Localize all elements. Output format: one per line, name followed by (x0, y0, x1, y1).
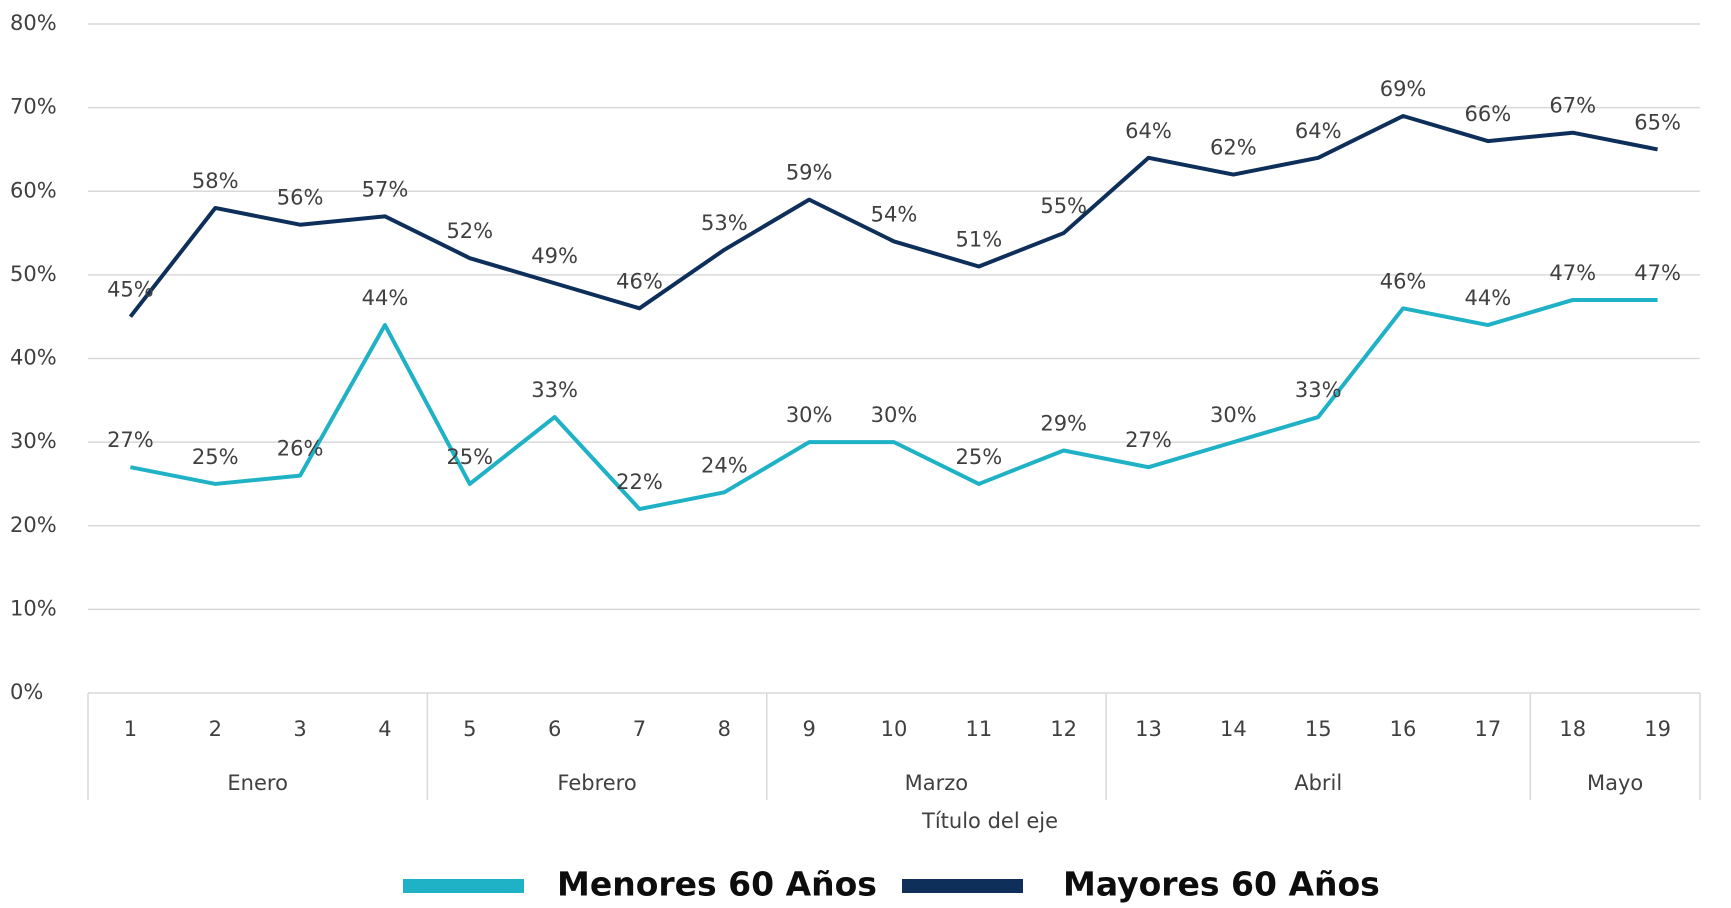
data-label: 33% (531, 378, 578, 402)
data-label: 25% (192, 445, 239, 469)
x-tick-label: 18 (1559, 717, 1586, 741)
series-line (128, 113, 1658, 318)
legend-text: Menores 60 Años (557, 865, 877, 904)
x-tick-label: 15 (1305, 717, 1332, 741)
y-tick-label: 40% (10, 346, 57, 370)
y-tick-label: 10% (10, 596, 57, 620)
legend-text: Mayores 60 Años (1063, 865, 1380, 904)
data-label: 27% (1125, 428, 1172, 452)
data-label: 44% (1465, 286, 1512, 310)
y-tick-label: 60% (10, 178, 57, 202)
y-tick-label: 80% (10, 11, 57, 35)
x-tick-label: 2 (209, 717, 222, 741)
group-label: Abril (1294, 771, 1342, 795)
data-label: 29% (1040, 411, 1087, 435)
x-tick-label: 9 (802, 717, 815, 741)
data-label: 46% (1380, 269, 1427, 293)
y-tick-label: 20% (10, 513, 57, 537)
data-label: 22% (616, 470, 663, 494)
data-label: 46% (616, 269, 663, 293)
x-tick-label: 7 (633, 717, 646, 741)
data-label: 47% (1634, 261, 1681, 285)
series-line (130, 297, 1658, 512)
data-label: 64% (1125, 119, 1172, 143)
x-tick-label: 11 (965, 717, 992, 741)
group-label: Marzo (905, 771, 969, 795)
x-tick-label: 10 (881, 717, 908, 741)
data-label: 65% (1634, 110, 1681, 134)
data-label: 57% (362, 177, 409, 201)
data-label: 66% (1465, 102, 1512, 126)
data-label: 30% (786, 403, 833, 427)
data-label: 64% (1295, 119, 1342, 143)
x-tick-label: 1 (124, 717, 137, 741)
data-label: 62% (1210, 136, 1257, 160)
data-label: 25% (446, 445, 493, 469)
data-label: 58% (192, 169, 239, 193)
data-label: 27% (107, 428, 154, 452)
data-label: 25% (955, 445, 1002, 469)
data-label: 52% (446, 219, 493, 243)
x-axis-title: Título del eje (921, 809, 1058, 833)
x-tick-label: 5 (463, 717, 476, 741)
data-label: 54% (871, 202, 918, 226)
data-label: 51% (955, 228, 1002, 252)
x-tick-label: 17 (1475, 717, 1502, 741)
group-label: Febrero (557, 771, 636, 795)
data-label: 44% (362, 286, 409, 310)
x-tick-label: 19 (1644, 717, 1671, 741)
y-tick-label: 50% (10, 262, 57, 286)
x-tick-label: 8 (718, 717, 731, 741)
data-label: 26% (277, 437, 324, 461)
data-label: 53% (701, 211, 748, 235)
data-label: 33% (1295, 378, 1342, 402)
y-tick-label: 70% (10, 95, 57, 119)
x-tick-label: 4 (378, 717, 391, 741)
x-tick-label: 3 (293, 717, 306, 741)
y-tick-label: 30% (10, 429, 57, 453)
data-label: 67% (1549, 94, 1596, 118)
group-label: Enero (227, 771, 288, 795)
x-tick-label: 12 (1050, 717, 1077, 741)
x-tick-label: 13 (1135, 717, 1162, 741)
data-label: 24% (701, 453, 748, 477)
data-label: 47% (1549, 261, 1596, 285)
y-tick-label: 0% (10, 680, 43, 704)
x-tick-label: 6 (548, 717, 561, 741)
data-label: 59% (786, 161, 833, 185)
x-tick-label: 16 (1390, 717, 1417, 741)
data-label: 45% (107, 278, 154, 302)
data-label: 49% (531, 244, 578, 268)
data-label: 55% (1040, 194, 1087, 218)
data-label: 56% (277, 186, 324, 210)
data-label: 30% (1210, 403, 1257, 427)
data-label: 30% (871, 403, 918, 427)
data-label: 69% (1380, 77, 1427, 101)
group-label: Mayo (1587, 771, 1643, 795)
x-tick-label: 14 (1220, 717, 1247, 741)
